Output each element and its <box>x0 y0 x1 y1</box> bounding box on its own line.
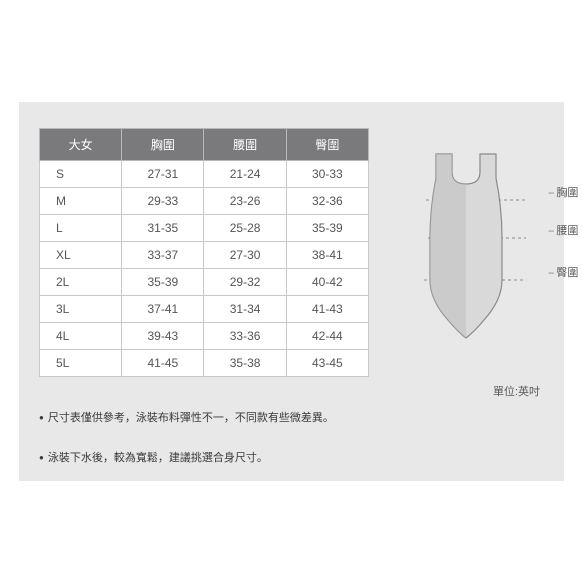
table-row: M29-3323-2632-36 <box>40 188 369 215</box>
dash-icon: -- <box>548 187 553 199</box>
swimsuit-icon <box>406 138 526 348</box>
label-waist: -- 腰圍 <box>548 222 578 238</box>
table-cell: 35-39 <box>286 215 368 242</box>
table-cell: M <box>40 188 122 215</box>
table-cell: 29-32 <box>204 269 286 296</box>
table-cell: 21-24 <box>204 161 286 188</box>
table-cell: 32-36 <box>286 188 368 215</box>
table-cell: 41-45 <box>122 350 204 377</box>
table-cell: 33-37 <box>122 242 204 269</box>
label-bust: -- 胸圍 <box>548 184 578 200</box>
size-chart-card: 大女 胸圍 腰圍 臀圍 S27-3121-2430-33M29-3323-263… <box>19 102 564 481</box>
table-cell: 35-39 <box>122 269 204 296</box>
unit-label: 單位:英吋 <box>39 383 544 399</box>
note-item: 泳裝下水後，較為寬鬆，建議挑選合身尺寸。 <box>39 449 268 465</box>
table-row: S27-3121-2430-33 <box>40 161 369 188</box>
table-cell: 30-33 <box>286 161 368 188</box>
size-table: 大女 胸圍 腰圍 臀圍 S27-3121-2430-33M29-3323-263… <box>39 128 369 377</box>
table-cell: L <box>40 215 122 242</box>
table-cell: 39-43 <box>122 323 204 350</box>
content-row: 大女 胸圍 腰圍 臀圍 S27-3121-2430-33M29-3323-263… <box>39 128 544 377</box>
table-cell: 5L <box>40 350 122 377</box>
table-cell: 25-28 <box>204 215 286 242</box>
notes-row: 尺寸表僅供參考，泳裝布料彈性不一，不同款有些微差異。 泳裝下水後，較為寬鬆，建議… <box>39 409 544 465</box>
table-cell: 29-33 <box>122 188 204 215</box>
note-item: 尺寸表僅供參考，泳裝布料彈性不一，不同款有些微差異。 <box>39 409 334 425</box>
table-cell: S <box>40 161 122 188</box>
table-row: 3L37-4131-3441-43 <box>40 296 369 323</box>
table-row: 2L35-3929-3240-42 <box>40 269 369 296</box>
table-cell: 33-36 <box>204 323 286 350</box>
table-cell: 4L <box>40 323 122 350</box>
table-body: S27-3121-2430-33M29-3323-2632-36L31-3525… <box>40 161 369 377</box>
table-cell: 35-38 <box>204 350 286 377</box>
dash-icon: -- <box>548 267 553 279</box>
table-row: XL33-3727-3038-41 <box>40 242 369 269</box>
table-cell: 42-44 <box>286 323 368 350</box>
label-hip: -- 臀圍 <box>548 264 578 280</box>
table-cell: 23-26 <box>204 188 286 215</box>
table-cell: XL <box>40 242 122 269</box>
table-cell: 38-41 <box>286 242 368 269</box>
table-cell: 3L <box>40 296 122 323</box>
table-row: L31-3525-2835-39 <box>40 215 369 242</box>
table-cell: 37-41 <box>122 296 204 323</box>
swimsuit-diagram: -- 胸圍 -- 腰圍 -- 臀圍 <box>387 128 544 358</box>
col-header: 腰圍 <box>204 129 286 161</box>
table-cell: 31-34 <box>204 296 286 323</box>
table-header-row: 大女 胸圍 腰圍 臀圍 <box>40 129 369 161</box>
table-cell: 2L <box>40 269 122 296</box>
col-header: 臀圍 <box>286 129 368 161</box>
table-cell: 27-30 <box>204 242 286 269</box>
table-cell: 41-43 <box>286 296 368 323</box>
table-row: 4L39-4333-3642-44 <box>40 323 369 350</box>
dash-icon: -- <box>548 225 553 237</box>
col-header: 大女 <box>40 129 122 161</box>
table-cell: 27-31 <box>122 161 204 188</box>
table-cell: 40-42 <box>286 269 368 296</box>
table-row: 5L41-4535-3843-45 <box>40 350 369 377</box>
table-cell: 43-45 <box>286 350 368 377</box>
col-header: 胸圍 <box>122 129 204 161</box>
table-cell: 31-35 <box>122 215 204 242</box>
